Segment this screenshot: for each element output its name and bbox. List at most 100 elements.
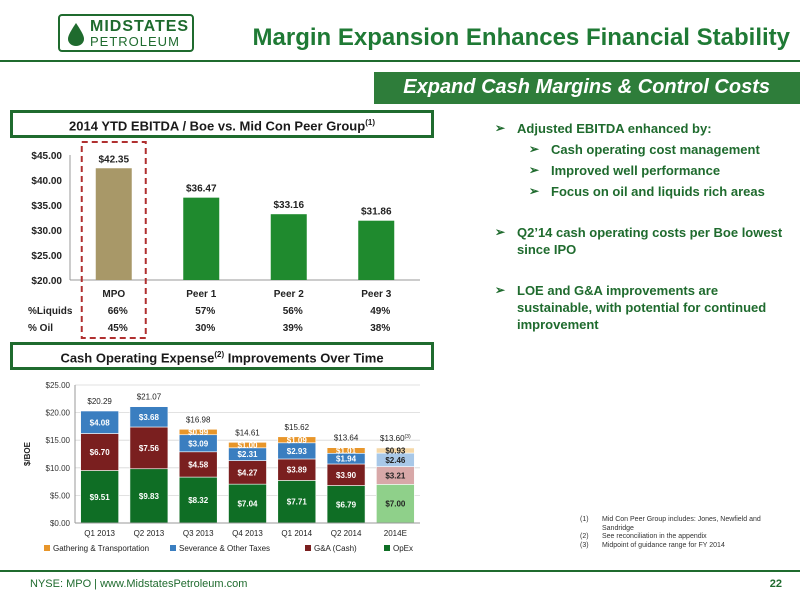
x-tick-label: Q1 2013 (84, 529, 115, 538)
banner-text: Expand Cash Margins & Control Costs (403, 76, 770, 98)
bar-peer-3 (358, 220, 395, 280)
x-tick-label: Peer 1 (186, 289, 216, 300)
x-tick-label: Q1 2014 (281, 529, 312, 538)
segment-label: $3.68 (139, 413, 160, 422)
legend-label: G&A (Cash) (314, 544, 357, 553)
y-tick-label: $0.00 (50, 519, 71, 528)
bullet-item: ➢ Adjusted EBITDA enhanced by: (495, 120, 785, 137)
legend-label: Gathering & Transportation (53, 544, 149, 553)
y-tick-label: $35.00 (31, 201, 62, 212)
footnote-number: (2) (580, 533, 589, 540)
stack-segment (277, 480, 317, 524)
x-tick-label: Q4 2013 (232, 529, 263, 538)
section-banner: Expand Cash Margins & Control Costs (374, 72, 800, 104)
bar-value-label: $36.47 (186, 184, 217, 195)
oil-pct: 39% (283, 323, 303, 334)
legend-swatch (305, 545, 311, 551)
bullet-arrow-icon: ➢ (529, 163, 540, 177)
bar-mpo (95, 168, 132, 280)
bullet-text: Cash operating cost management (551, 142, 760, 157)
total-label: $16.98 (186, 415, 211, 424)
segment-label: $7.00 (385, 500, 406, 509)
bar-value-label: $42.35 (98, 154, 129, 165)
footnote-item: (2) See reconciliation in the appendix (580, 533, 790, 542)
stack-segment (129, 468, 169, 524)
opex-chart-title-box: Cash Operating Expense(2) Improvements O… (10, 342, 434, 370)
segment-label: $7.71 (287, 498, 308, 507)
segment-label: $0.93 (385, 446, 406, 455)
bullet-text: Q2’14 cash operating costs per Boe lowes… (517, 225, 783, 257)
segment-label: $3.21 (385, 472, 406, 481)
y-tick-label: $30.00 (31, 226, 62, 237)
oil-pct: 45% (108, 323, 128, 334)
segment-label: $2.31 (237, 450, 258, 459)
bullet-text: LOE and G&A improvements are sustainable… (517, 283, 767, 332)
segment-label: $0.99 (188, 428, 209, 437)
y-tick-label: $10.00 (46, 464, 71, 473)
liquids-pct: 57% (195, 306, 215, 317)
footnote-item: (3) Midpoint of guidance range for FY 201… (580, 542, 790, 551)
stack-segment (228, 483, 267, 524)
x-tick-label: Q3 2013 (183, 529, 214, 538)
segment-label: $3.09 (188, 439, 209, 448)
bullet-text: Focus on oil and liquids rich areas (551, 184, 765, 199)
y-tick-label: $20.00 (31, 276, 62, 287)
segment-label: $6.79 (336, 500, 357, 509)
y-tick-label: $5.00 (50, 491, 71, 500)
opex-chart-title-pre: Cash Operating Expense (60, 350, 215, 366)
company-logo: MIDSTATES PETROLEUM (58, 14, 194, 52)
bar-peer-2 (270, 214, 307, 280)
y-tick-label: $25.00 (46, 381, 71, 390)
liquids-pct: 66% (108, 306, 128, 317)
segment-label: $3.89 (287, 466, 308, 475)
bullet-arrow-icon: ➢ (495, 121, 506, 135)
bullet-item: ➢ LOE and G&A improvements are sustainabl… (495, 282, 785, 333)
oil-pct: 38% (370, 323, 390, 334)
bullet-arrow-icon: ➢ (529, 142, 540, 156)
x-tick-label: MPO (102, 289, 125, 300)
bullet-arrow-icon: ➢ (495, 283, 506, 297)
total-label: $20.29 (87, 397, 112, 406)
segment-label: $4.58 (188, 460, 209, 469)
footnote-text: Mid Con Peer Group includes: Jones, Newf… (602, 516, 761, 532)
slide-title: Margin Expansion Enhances Financial Stab… (252, 24, 790, 51)
ebitda-per-boe-chart: $20.00 $25.00 $30.00 $35.00 $40.00 $45.00 $42.… (28, 141, 420, 339)
x-tick-label: Q2 2013 (134, 529, 165, 538)
legend-swatch (384, 545, 390, 551)
logo-text-bottom: PETROLEUM (90, 34, 180, 49)
x-tick-label: Peer 2 (274, 289, 304, 300)
page-number: 22 (769, 578, 782, 590)
stack-segment (129, 406, 169, 428)
segment-label: $9.83 (139, 492, 160, 501)
total-label: $21.07 (137, 393, 162, 402)
cash-opex-chart: $0.00 $5.00 $10.00 $15.00 $20.00 $25.00 $/BOE $… (23, 381, 420, 553)
y-tick-label: $45.00 (31, 151, 62, 162)
y-tick-label: $15.00 (46, 436, 71, 445)
legend-swatch (44, 545, 50, 551)
ebitda-chart-title-box: 2014 YTD EBITDA / Boe vs. Mid Con Peer G… (10, 110, 434, 138)
stack-segment (80, 470, 119, 524)
bullet-item: ➢ Improved well performance (495, 162, 785, 179)
footnote-number: (1) (580, 516, 589, 523)
segment-label: $8.32 (188, 496, 209, 505)
x-tick-label: 2014E (384, 529, 407, 538)
liquids-pct: 49% (370, 306, 390, 317)
x-tick-label: Q2 2014 (331, 529, 362, 538)
segment-label: $1.09 (287, 436, 308, 445)
y-axis-title: $/BOE (23, 441, 32, 466)
opex-chart-title-post: Improvements Over Time (224, 350, 384, 366)
bar-peer-1 (183, 197, 220, 280)
stack-segment (178, 428, 218, 436)
segment-label: $7.04 (237, 500, 258, 509)
segment-label: $3.90 (336, 471, 357, 480)
y-tick-label: $25.00 (31, 251, 62, 262)
oil-row-label: % Oil (28, 323, 53, 334)
bullet-item: ➢ Focus on oil and liquids rich areas (495, 183, 785, 200)
bullet-arrow-icon: ➢ (495, 225, 506, 239)
segment-label: $1.01 (336, 446, 357, 455)
segment-label: $1.94 (336, 455, 357, 464)
segment-label: $6.70 (90, 448, 111, 457)
footnote-number: (3) (580, 541, 589, 549)
y-tick-label: $20.00 (46, 409, 71, 418)
footnote-text: Midpoint of guidance range for FY 2014 (602, 541, 725, 549)
